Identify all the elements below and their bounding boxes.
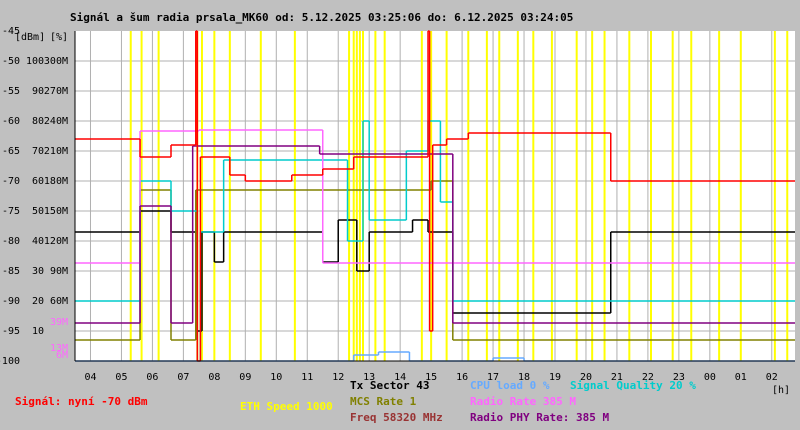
legend-entry: CPU load 0 % [470,379,550,392]
y-tick-label: -100 [0,356,20,367]
x-tick-label: 23 [673,372,685,383]
y-tick-label: -75 [2,206,20,217]
y2-tick-label: 70 [32,146,44,157]
x-tick-label: 22 [642,372,654,383]
chart-title: Signál a šum radia prsala_MK60 od: 5.12.… [70,11,573,24]
x-tick-label: 13 [363,372,375,383]
rate-tick-label: 39M [50,317,68,328]
x-tick-label: 15 [425,372,437,383]
legend-entry: Radio Rate 385 M [470,395,576,408]
x-tick-label: 17 [487,372,499,383]
y2-tick-label: 10 [32,326,44,337]
x-tick-label: 04 [84,372,96,383]
plot-area [75,31,795,361]
legend-entry: Signal Quality 20 % [570,379,696,392]
x-axis-label: [h] [772,385,790,396]
x-tick-label: 19 [549,372,561,383]
y-tick-label: -45 [2,26,20,37]
x-tick-label: 08 [208,372,220,383]
y-tick-label: -80 [2,236,20,247]
y3-tick-label: 60M [50,296,68,307]
x-tick-label: 16 [456,372,468,383]
y2-tick-label: 40 [32,236,44,247]
rate-tick-label: 6M [56,350,68,361]
y2-tick-label: 30 [32,266,44,277]
y-tick-label: -50 [2,56,20,67]
y3-tick-label: 240M [44,116,68,127]
y3-tick-label: 150M [44,206,68,217]
x-tick-label: 02 [766,372,778,383]
x-tick-label: 11 [301,372,313,383]
x-tick-label: 07 [177,372,189,383]
x-tick-label: 05 [115,372,127,383]
y-tick-label: -65 [2,146,20,157]
y3-tick-label: 210M [44,146,68,157]
x-tick-label: 14 [394,372,406,383]
y-tick-label: -90 [2,296,20,307]
y-tick-label: -60 [2,116,20,127]
y3-tick-label: 180M [44,176,68,187]
legend-entry: ETH Speed 1000 [240,400,333,413]
legend-entry: Freq 58320 MHz [350,411,443,424]
x-tick-label: 06 [146,372,158,383]
y2-tick-label: 100 [26,56,44,67]
x-tick-label: 12 [332,372,344,383]
legend-entry: Tx Sector 43 [350,379,429,392]
y-tick-label: -70 [2,176,20,187]
y2-tick-label: 20 [32,296,44,307]
y2-axis-label: [%] [50,32,68,43]
x-tick-label: 09 [239,372,251,383]
y3-tick-label: 270M [44,86,68,97]
y2-tick-label: 60 [32,176,44,187]
y3-tick-label: 120M [44,236,68,247]
y2-tick-label: 50 [32,206,44,217]
x-tick-label: 10 [270,372,282,383]
y-tick-label: -85 [2,266,20,277]
y2-tick-label: 90 [32,86,44,97]
rate-tick-label: 13M [50,343,68,354]
legend-entry: Signál: nyní -70 dBm [15,395,148,408]
y-tick-label: -95 [2,326,20,337]
x-tick-label: 21 [611,372,623,383]
x-tick-label: 18 [518,372,530,383]
y-tick-label: -55 [2,86,20,97]
y3-tick-label: 90M [50,266,68,277]
legend-entry: Radio PHY Rate: 385 M [470,411,609,424]
legend-entry: MCS Rate 1 [350,395,417,408]
x-tick-label: 00 [704,372,716,383]
x-tick-label: 20 [580,372,592,383]
y-axis-label: [dBm] [15,32,45,43]
x-tick-label: 01 [735,372,747,383]
y3-tick-label: 300M [44,56,68,67]
y2-tick-label: 80 [32,116,44,127]
